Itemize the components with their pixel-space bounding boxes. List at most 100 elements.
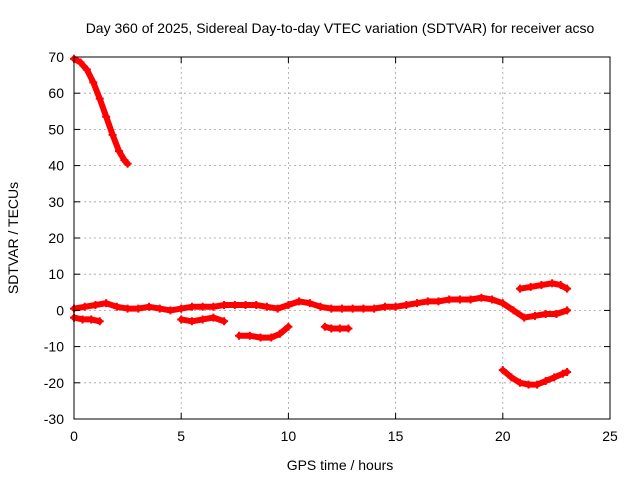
data-point xyxy=(187,317,196,326)
data-point xyxy=(78,315,87,324)
data-point xyxy=(256,333,265,342)
data-point xyxy=(391,302,400,311)
x-tick-label: 25 xyxy=(602,428,618,444)
data-point xyxy=(563,284,572,293)
data-point xyxy=(541,310,550,319)
data-point xyxy=(252,300,261,309)
data-point xyxy=(155,304,164,313)
y-tick-label: 20 xyxy=(48,230,64,246)
data-point xyxy=(359,304,368,313)
data-point xyxy=(550,373,559,382)
data-point xyxy=(563,306,572,315)
data-point xyxy=(515,284,524,293)
data-point xyxy=(507,373,516,382)
y-tick-label: 30 xyxy=(48,194,64,210)
data-point xyxy=(335,324,344,333)
data-point xyxy=(102,112,111,121)
data-point xyxy=(198,302,207,311)
data-point xyxy=(541,376,550,385)
data-point xyxy=(423,297,432,306)
y-tick-label: 70 xyxy=(48,49,64,65)
x-tick-label: 5 xyxy=(177,428,185,444)
data-point xyxy=(515,378,524,387)
data-point xyxy=(477,293,486,302)
data-point xyxy=(177,315,186,324)
data-point xyxy=(209,313,218,322)
data-point xyxy=(552,310,561,319)
data-point xyxy=(466,295,475,304)
data-point xyxy=(556,281,565,290)
y-tick-label: 0 xyxy=(56,302,64,318)
data-point xyxy=(498,299,507,308)
data-point xyxy=(241,300,250,309)
y-tick-label: -30 xyxy=(44,411,64,427)
data-point xyxy=(370,304,379,313)
data-point xyxy=(235,331,244,340)
data-point xyxy=(338,304,346,313)
data-point xyxy=(76,58,85,67)
data-point xyxy=(209,302,218,311)
data-point xyxy=(95,317,104,326)
y-tick-label: 40 xyxy=(48,158,64,174)
data-point xyxy=(230,300,239,309)
data-point xyxy=(526,282,535,291)
data-point xyxy=(327,324,336,333)
data-series xyxy=(70,54,572,389)
data-point xyxy=(95,94,104,103)
data-point xyxy=(112,302,121,311)
y-tick-label: -10 xyxy=(44,339,64,355)
data-point xyxy=(245,331,254,340)
y-tick-label: 60 xyxy=(48,85,64,101)
data-point xyxy=(145,302,154,311)
data-point xyxy=(273,304,282,313)
data-point xyxy=(530,311,539,320)
data-point xyxy=(284,322,293,331)
data-point xyxy=(134,304,143,313)
data-point xyxy=(220,300,229,309)
y-axis-label: SDTVAR / TECUs xyxy=(5,182,21,294)
y-tick-label: -20 xyxy=(44,375,64,391)
data-point xyxy=(327,304,336,313)
data-point xyxy=(533,380,542,389)
series-arc-low-short xyxy=(71,314,103,325)
data-point xyxy=(558,369,567,378)
data-point xyxy=(537,281,546,290)
data-point xyxy=(524,380,533,389)
data-point xyxy=(434,297,443,306)
data-point xyxy=(108,130,117,139)
data-point xyxy=(316,302,325,311)
data-point xyxy=(413,299,422,308)
data-point xyxy=(509,306,518,315)
data-point xyxy=(267,333,276,342)
y-tick-label: 50 xyxy=(48,121,64,137)
data-point xyxy=(380,302,389,311)
grid-lines xyxy=(74,57,610,419)
data-point xyxy=(177,304,186,313)
data-point xyxy=(305,299,314,308)
data-point xyxy=(82,65,91,74)
data-point xyxy=(295,297,304,306)
data-point xyxy=(344,324,353,333)
data-point xyxy=(520,313,529,322)
data-point xyxy=(284,300,293,309)
x-tick-label: 15 xyxy=(388,428,404,444)
data-point xyxy=(455,295,464,304)
data-point xyxy=(198,315,207,324)
data-point xyxy=(498,366,507,375)
y-tick-label: 10 xyxy=(48,266,64,282)
data-point xyxy=(445,295,454,304)
x-tick-label: 0 xyxy=(70,428,78,444)
data-point xyxy=(320,322,329,331)
axis-ticks: 0 5 10 15 20 25 -30 -20 -10 0 10 20 30 40 50 60 70 xyxy=(44,49,618,444)
chart-title: Day 360 of 2025, Sidereal Day-to-day VTE… xyxy=(86,20,595,36)
data-point xyxy=(80,302,89,311)
data-point xyxy=(402,300,411,309)
data-point xyxy=(166,306,175,315)
data-point xyxy=(115,147,124,156)
x-axis-label: GPS time / hours xyxy=(287,457,394,473)
data-point xyxy=(123,304,132,313)
data-point xyxy=(262,302,271,311)
data-point xyxy=(89,78,98,87)
data-point xyxy=(91,300,100,309)
